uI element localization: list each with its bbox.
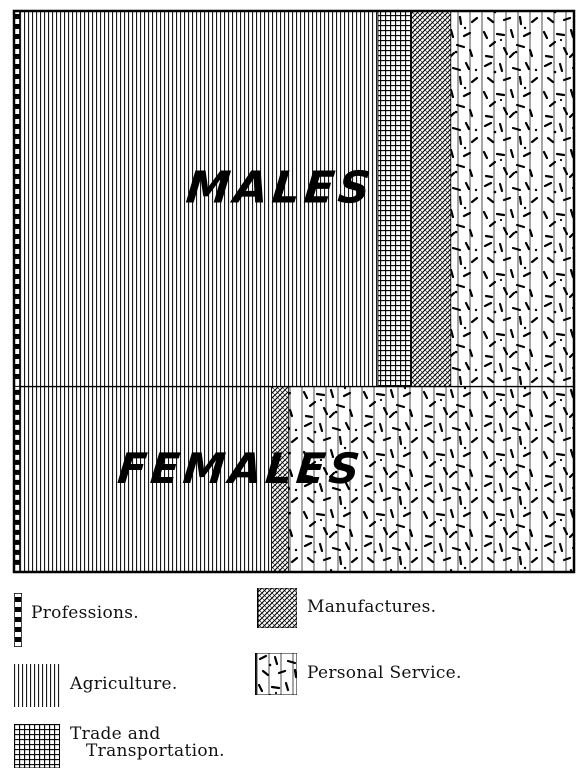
chart-frame	[12, 9, 576, 574]
personal-service-swatch	[255, 653, 297, 695]
bar-males-professions	[14, 11, 20, 387]
bar-males-personal-service	[450, 10, 575, 388]
legend-label-agriculture: Agriculture.	[70, 674, 178, 694]
category-label-males: MALES	[184, 163, 377, 214]
legend-label-manufactures: Manufactures.	[307, 597, 437, 617]
manufactures-swatch	[257, 588, 297, 628]
bar-males-trade-and-transportation	[377, 10, 412, 388]
legend-label-trade-line1: Trade and	[70, 724, 161, 744]
bar-females-personal-service	[287, 386, 575, 573]
legend-label-personal-service: Personal Service.	[307, 663, 462, 683]
bar-females-professions	[14, 386, 20, 572]
bar-males-manufactures	[411, 10, 452, 388]
bar-females-agriculture	[19, 386, 273, 573]
legend-label-professions: Professions.	[31, 603, 139, 623]
category-label-females: FEMALES	[115, 444, 365, 493]
bar-males-agriculture	[19, 10, 379, 388]
professions-swatch	[14, 593, 22, 647]
chart: MALES FEMALES	[12, 9, 576, 574]
legend-label-trade-line2: Transportation.	[86, 741, 225, 761]
trade-swatch	[14, 724, 60, 768]
agriculture-swatch	[14, 664, 60, 707]
